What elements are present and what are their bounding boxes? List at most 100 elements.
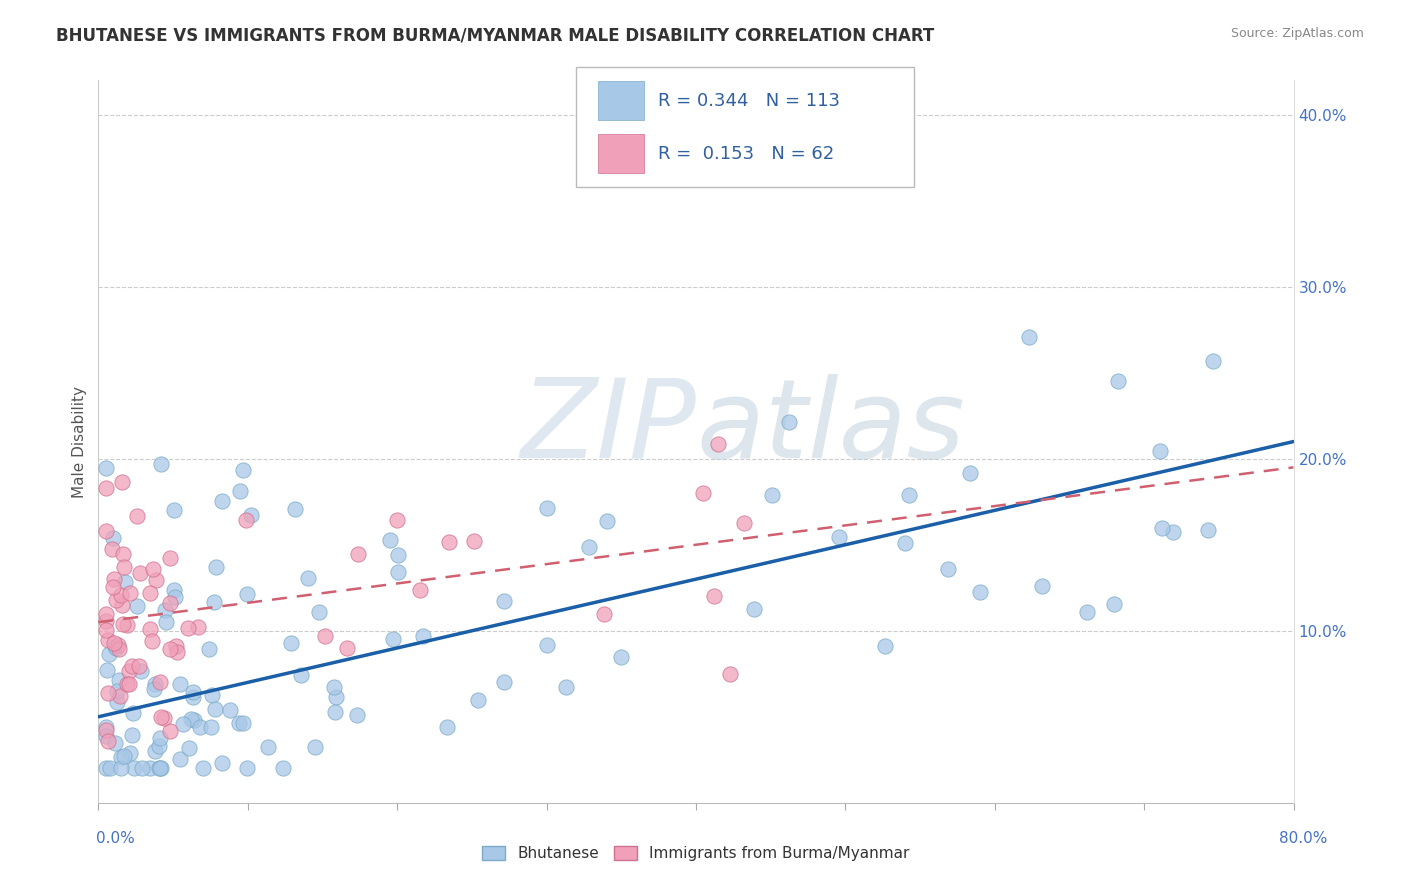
Point xyxy=(211,756,233,770)
Point xyxy=(467,693,489,707)
Point xyxy=(827,530,849,544)
Point xyxy=(231,716,253,731)
Point xyxy=(554,681,576,695)
Text: R =  0.153   N = 62: R = 0.153 N = 62 xyxy=(658,145,834,162)
Point xyxy=(707,437,730,451)
Point xyxy=(232,463,254,477)
Point xyxy=(108,641,131,656)
Point xyxy=(228,483,250,498)
Point xyxy=(325,705,347,719)
Point xyxy=(596,514,619,528)
Point xyxy=(304,740,326,755)
Point xyxy=(346,708,368,723)
Point xyxy=(149,731,172,745)
Point xyxy=(159,595,181,609)
Point xyxy=(323,681,346,695)
Point xyxy=(159,551,181,566)
Point xyxy=(142,681,165,696)
Point xyxy=(94,607,117,621)
Point xyxy=(703,589,725,603)
Point xyxy=(162,503,184,517)
Point xyxy=(211,493,233,508)
Point xyxy=(1161,524,1184,539)
Point xyxy=(107,638,129,652)
Point xyxy=(873,639,896,653)
Point xyxy=(177,741,200,756)
Point xyxy=(191,761,214,775)
Point xyxy=(94,614,117,628)
Point xyxy=(110,761,132,775)
Point xyxy=(761,488,783,502)
Point xyxy=(166,645,188,659)
Point xyxy=(314,629,336,643)
Text: atlas: atlas xyxy=(696,374,965,481)
Point xyxy=(692,486,714,500)
Point xyxy=(718,667,741,681)
Point xyxy=(101,580,124,594)
Point xyxy=(127,509,149,524)
Point xyxy=(204,560,226,574)
Point xyxy=(150,710,173,724)
Point xyxy=(290,668,312,682)
Point xyxy=(1107,374,1129,388)
Text: Source: ZipAtlas.com: Source: ZipAtlas.com xyxy=(1230,27,1364,40)
Point xyxy=(97,647,120,661)
Point xyxy=(112,560,135,574)
Point xyxy=(1018,330,1040,344)
Point xyxy=(101,531,124,545)
Point xyxy=(97,632,120,647)
Point xyxy=(592,607,614,621)
Point xyxy=(536,638,558,652)
Point xyxy=(198,641,221,656)
Point xyxy=(108,673,131,687)
Point xyxy=(127,599,149,614)
Point xyxy=(104,639,127,653)
Text: 0.0%: 0.0% xyxy=(96,831,135,847)
Point xyxy=(141,633,163,648)
Point xyxy=(183,713,205,727)
Point xyxy=(169,752,191,766)
Point xyxy=(308,605,330,619)
Point xyxy=(180,712,202,726)
Point xyxy=(129,664,152,678)
Point xyxy=(148,761,170,775)
Point xyxy=(100,761,122,775)
Point xyxy=(143,676,166,690)
Point xyxy=(163,590,186,604)
Point xyxy=(145,573,167,587)
Point xyxy=(110,750,132,764)
Point xyxy=(1076,605,1098,619)
Point xyxy=(436,720,458,734)
Point xyxy=(183,685,205,699)
Point xyxy=(897,488,920,502)
Point xyxy=(385,513,409,527)
Point xyxy=(439,535,461,549)
Point xyxy=(94,481,117,495)
Point xyxy=(111,617,134,632)
Point xyxy=(1197,523,1219,537)
Point xyxy=(103,636,125,650)
Point xyxy=(284,501,307,516)
Point xyxy=(610,649,633,664)
Point xyxy=(172,716,194,731)
Point xyxy=(118,664,141,678)
Point xyxy=(128,566,150,581)
Point xyxy=(159,641,181,656)
Point xyxy=(149,674,172,689)
Point xyxy=(139,761,162,775)
Point xyxy=(733,516,755,530)
Point xyxy=(1031,578,1053,592)
Point xyxy=(163,583,186,598)
Point xyxy=(105,684,128,698)
Point xyxy=(165,639,187,653)
Point xyxy=(387,548,409,562)
Point xyxy=(94,720,117,734)
Point xyxy=(111,475,134,490)
Point xyxy=(387,566,409,580)
Point xyxy=(94,524,117,538)
Point xyxy=(117,677,139,691)
Text: BHUTANESE VS IMMIGRANTS FROM BURMA/MYANMAR MALE DISABILITY CORRELATION CHART: BHUTANESE VS IMMIGRANTS FROM BURMA/MYANM… xyxy=(56,27,935,45)
Point xyxy=(347,548,370,562)
Point xyxy=(105,640,128,655)
Point xyxy=(94,460,117,475)
